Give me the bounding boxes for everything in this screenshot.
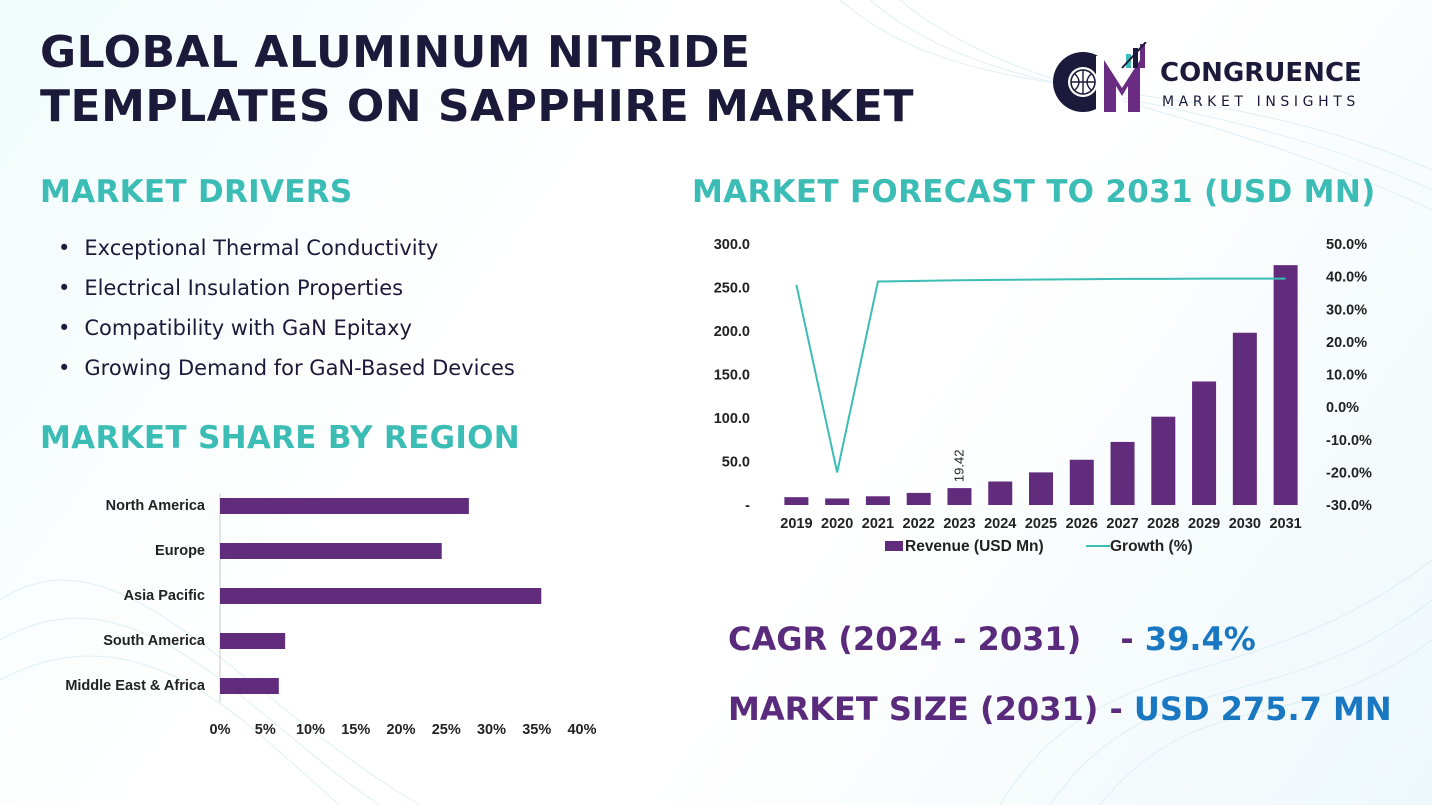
revenue-bar (988, 481, 1013, 505)
forecast-right-tick-label: 0.0% (1326, 400, 1359, 416)
region-category-label: Asia Pacific (124, 588, 205, 604)
forecast-year-label: 2027 (1106, 516, 1138, 532)
revenue-bar (825, 498, 850, 505)
driver-item: Compatibility with GaN Epitaxy (58, 308, 515, 348)
cagr-label: CAGR (2024 - 2031) (728, 620, 1082, 658)
revenue-bar (1192, 381, 1217, 505)
region-bar (220, 498, 469, 514)
revenue-bar (784, 497, 809, 505)
forecast-year-label: 2023 (943, 516, 975, 532)
page-title: GLOBAL ALUMINUM NITRIDE TEMPLATES ON SAP… (40, 26, 914, 134)
driver-item: Growing Demand for GaN-Based Devices (58, 348, 514, 388)
revenue-data-label: 19.42 (951, 450, 966, 483)
forecast-year-label: 2019 (780, 516, 812, 532)
forecast-year-label: 2031 (1269, 516, 1301, 532)
cagr-separator: - (1120, 620, 1145, 658)
revenue-bar (947, 488, 972, 505)
driver-item: Electrical Insulation Properties (58, 268, 515, 308)
forecast-left-tick-label: 300.0 (714, 237, 750, 253)
forecast-left-tick-label: 50.0 (722, 455, 750, 471)
market-forecast-heading: MARKET FORECAST TO 2031 (USD MN) (692, 174, 1376, 210)
market-size-stat: MARKET SIZE (2031) - USD 275.7 MN (728, 690, 1392, 728)
forecast-year-label: 2022 (903, 516, 935, 532)
region-x-tick-label: 15% (341, 722, 370, 738)
forecast-right-tick-label: -30.0% (1326, 498, 1372, 514)
driver-item: Exceptional Thermal Conductivity (58, 228, 515, 268)
market-drivers-heading: MARKET DRIVERS (40, 174, 353, 210)
forecast-left-tick-label: 150.0 (714, 368, 750, 384)
legend-growth-label: Growth (%) (1110, 538, 1193, 555)
logo-tagline: MARKET INSIGHTS (1162, 94, 1360, 110)
market-share-region-heading: MARKET SHARE BY REGION (40, 420, 521, 456)
legend-revenue-swatch (885, 541, 903, 551)
market-drivers-list: Exceptional Thermal Conductivity Electri… (58, 228, 515, 388)
region-x-tick-label: 5% (255, 722, 276, 738)
cagr-stat: CAGR (2024 - 2031) - 39.4% (728, 620, 1256, 658)
forecast-right-tick-label: 40.0% (1326, 270, 1367, 286)
revenue-bar (1232, 332, 1257, 505)
page-title-line-1: GLOBAL ALUMINUM NITRIDE (40, 27, 751, 78)
page-title-line-2: TEMPLATES ON SAPPHIRE MARKET (40, 81, 914, 132)
region-x-tick-label: 25% (432, 722, 461, 738)
region-bar (220, 678, 279, 694)
region-category-label: Europe (155, 543, 205, 559)
growth-line (795, 277, 1286, 473)
forecast-year-label: 2028 (1147, 516, 1179, 532)
forecast-right-tick-label: 10.0% (1326, 368, 1367, 384)
region-x-tick-label: 10% (296, 722, 325, 738)
market-size-value: USD 275.7 MN (1133, 690, 1392, 728)
revenue-bar (1273, 265, 1298, 505)
revenue-bar (1151, 416, 1176, 505)
region-bar (220, 633, 286, 649)
region-bar (220, 543, 442, 559)
revenue-bar (1110, 441, 1135, 505)
cagr-value: 39.4% (1144, 620, 1256, 658)
company-logo: CONGRUENCE MARKET INSIGHTS (1046, 42, 1396, 116)
region-share-chart: North America Europe Asia Pacific South Ame… (65, 494, 597, 738)
forecast-right-tick-label: 30.0% (1326, 302, 1367, 318)
forecast-left-tick-label: 250.0 (714, 281, 750, 297)
market-forecast-chart: - 50.0 100.0 150.0 200.0 250.0 300.0 -30.0% -20.… (714, 237, 1372, 555)
forecast-year-label: 2026 (1066, 516, 1098, 532)
forecast-year-label: 2020 (821, 516, 853, 532)
logo-mark (1053, 42, 1147, 112)
revenue-bar (1029, 472, 1053, 505)
logo-name: CONGRUENCE (1160, 58, 1362, 88)
forecast-year-label: 2029 (1188, 516, 1220, 532)
legend-revenue-label: Revenue (USD Mn) (905, 538, 1044, 555)
region-x-tick-label: 30% (477, 722, 506, 738)
region-x-tick-label: 0% (210, 722, 231, 738)
forecast-right-tick-label: -10.0% (1326, 433, 1372, 449)
revenue-bar (1069, 459, 1094, 505)
region-x-tick-label: 40% (567, 722, 596, 738)
forecast-right-tick-label: -20.0% (1326, 465, 1372, 481)
region-category-label: Middle East & Africa (65, 678, 206, 694)
market-size-separator: - (1098, 690, 1134, 728)
region-category-label: South America (103, 633, 206, 649)
forecast-year-label: 2021 (862, 516, 894, 532)
revenue-bar (865, 496, 890, 505)
region-x-tick-label: 35% (522, 722, 551, 738)
forecast-left-tick-label: 200.0 (714, 324, 750, 340)
revenue-bar (906, 492, 931, 505)
forecast-left-tick-label: - (745, 498, 750, 514)
forecast-right-tick-label: 20.0% (1326, 335, 1367, 351)
region-category-label: North America (106, 498, 206, 514)
forecast-right-tick-label: 50.0% (1326, 237, 1367, 253)
region-bar (220, 588, 542, 604)
region-x-tick-label: 20% (386, 722, 415, 738)
forecast-year-label: 2024 (984, 516, 1016, 532)
forecast-left-tick-label: 100.0 (714, 411, 750, 427)
market-size-label: MARKET SIZE (2031) (728, 690, 1099, 728)
forecast-year-label: 2025 (1025, 516, 1057, 532)
forecast-year-label: 2030 (1229, 516, 1261, 532)
